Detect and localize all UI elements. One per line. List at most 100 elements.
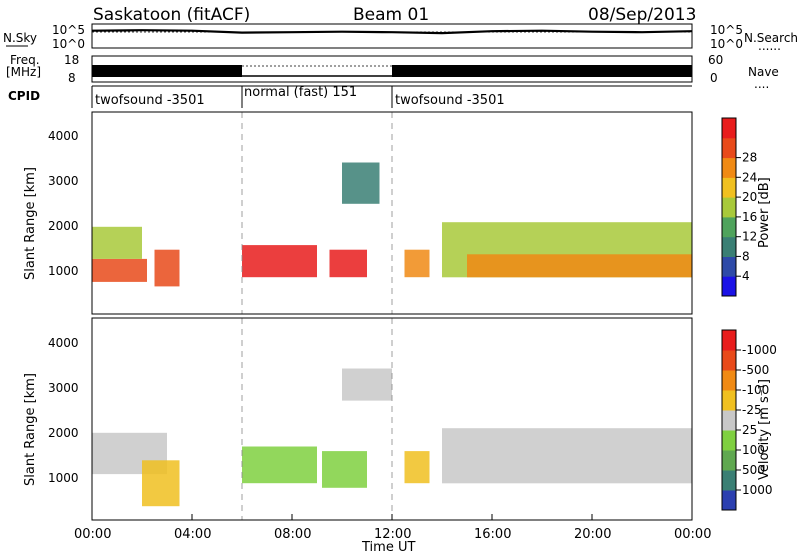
- power-region-1: [92, 258, 147, 282]
- freq-left-tick-top: 18: [64, 53, 79, 67]
- power-cbar-swatch-5: [722, 197, 736, 218]
- cpid-segment-3: twofsound -3501: [395, 93, 505, 108]
- velocity-region-5: [404, 451, 430, 484]
- velocity-cbar-tick-5: -25: [742, 403, 762, 417]
- frequency-band-segment-2: [392, 65, 692, 77]
- noise-right-tick-bottom: 10^0: [710, 37, 743, 51]
- noise-sky-label: N.Sky: [3, 31, 37, 45]
- power-cbar-swatch-1: [722, 276, 736, 297]
- power-region-3: [154, 249, 180, 287]
- power-cbar-tick-3: 12: [742, 230, 757, 244]
- power-ytick-4000: 4000: [48, 129, 79, 143]
- power-cbar-tick-4: 16: [742, 210, 757, 224]
- velocity-cbar-swatch-4: [722, 430, 736, 451]
- power-cbar-swatch-2: [722, 256, 736, 277]
- noise-left-tick-top: 10^5: [52, 23, 85, 37]
- cpid-label: CPID: [8, 89, 40, 103]
- power-data: [92, 162, 692, 287]
- velocity-cbar-swatch-2: [722, 470, 736, 491]
- velocity-region-2: [142, 460, 180, 507]
- x-tick-6: 20:00: [574, 527, 611, 542]
- power-region-5: [329, 249, 367, 278]
- velocity-cbar-tick-8: -1000: [742, 343, 777, 357]
- velocity-panel: 1000 2000 3000 4000 Slant Range [km]: [23, 317, 693, 521]
- freq-right-tick-bottom: 0: [710, 71, 718, 85]
- velocity-cbar-tick-2: 500: [742, 463, 765, 477]
- power-region-7: [404, 249, 430, 278]
- nave-label: Nave: [748, 65, 779, 79]
- x-tick-5: 16:00: [474, 527, 511, 542]
- velocity-cbar-tick-4: 25: [742, 423, 757, 437]
- velocity-region-3: [242, 446, 317, 484]
- velocity-ytick-4000: 4000: [48, 336, 79, 350]
- velocity-cbar-swatch-9: [722, 330, 736, 351]
- power-colorbar: 4 8 12 16 20 24 28 Power [dB]: [721, 117, 772, 297]
- noise-panel: N.Sky 10^5 10^0 10^5 10^0 N.Search .....…: [3, 23, 798, 53]
- velocity-cbar-swatch-8: [722, 350, 736, 371]
- power-cbar-swatch-4: [722, 216, 736, 238]
- power-cbar-tick-1: 4: [742, 269, 750, 283]
- freq-right-tick-top: 60: [708, 53, 723, 67]
- power-region-2: [92, 226, 142, 259]
- velocity-cbar-swatch-6: [722, 390, 736, 411]
- power-panel: 1000 2000 3000 4000 Slant Range [km]: [23, 111, 693, 315]
- velocity-region-7: [342, 368, 392, 401]
- power-region-9: [467, 254, 692, 278]
- freq-label-line2: [MHz]: [6, 65, 41, 79]
- velocity-ytick-3000: 3000: [48, 381, 79, 395]
- power-cbar-label: Power [dB]: [757, 177, 772, 248]
- x-tick-4: 12:00: [374, 527, 411, 542]
- x-tick-3: 08:00: [274, 527, 311, 542]
- date-label: 08/Sep/2013: [588, 5, 696, 25]
- beam-label: Beam 01: [353, 5, 429, 25]
- power-ytick-2000: 2000: [48, 219, 79, 233]
- chart-title: Saskatoon (fitACF): [93, 5, 250, 25]
- velocity-cbar-tick-1: 1000: [742, 483, 773, 497]
- velocity-ytick-1000: 1000: [48, 471, 79, 485]
- noise-search-key: ......: [758, 39, 781, 53]
- freq-label-line1: Freq.: [10, 53, 40, 67]
- velocity-cbar-label: Velocity [m s⁻¹]: [757, 379, 772, 480]
- velocity-cbar-swatch-3: [722, 450, 736, 471]
- power-cbar-tick-2: 8: [742, 249, 750, 263]
- power-ylabel: Slant Range [km]: [23, 167, 38, 280]
- power-ytick-1000: 1000: [48, 264, 79, 278]
- power-ytick-3000: 3000: [48, 174, 79, 188]
- velocity-cbar-swatch-7: [722, 370, 736, 391]
- x-axis-label: Time UT: [361, 540, 415, 554]
- velocity-colorbar: 1000 500 100 25 -25 -100 -500 -1000 Velocity [m…: [721, 329, 777, 511]
- velocity-cbar-tick-7: -500: [742, 363, 769, 377]
- power-cbar-swatch-7: [722, 157, 736, 178]
- velocity-region-6: [442, 428, 692, 484]
- velocity-cbar-tick-3: 100: [742, 443, 765, 457]
- velocity-ylabel: Slant Range [km]: [23, 373, 38, 486]
- power-cbar-swatch-6: [722, 177, 736, 198]
- x-tick-1: 00:00: [74, 527, 111, 542]
- x-axis: 00:00 04:00 08:00 12:00 16:00 20:00 00:00: [74, 514, 711, 542]
- noise-search-label: N.Search: [744, 31, 798, 45]
- nave-key: ....: [754, 77, 769, 91]
- velocity-cbar-tick-6: -100: [742, 383, 769, 397]
- noise-left-tick-bottom: 10^0: [52, 37, 85, 51]
- velocity-cbar-swatch-1: [722, 490, 736, 511]
- cpid-segment-2: normal (fast) 151: [244, 85, 357, 100]
- frequency-panel: Freq. [MHz] 18 8 60 0 Nave ....: [6, 53, 779, 91]
- power-region-4: [242, 245, 317, 278]
- velocity-cbar-swatch-5: [722, 410, 736, 431]
- power-cbar-tick-7: 28: [742, 151, 757, 165]
- noise-sky-series: [91, 29, 693, 35]
- x-tick-2: 04:00: [174, 527, 211, 542]
- freq-left-tick-bottom: 8: [68, 71, 76, 85]
- velocity-ytick-2000: 2000: [48, 426, 79, 440]
- noise-right-tick-top: 10^5: [710, 23, 743, 37]
- power-cbar-tick-5: 20: [742, 190, 757, 204]
- power-cbar-swatch-3: [722, 236, 736, 257]
- power-cbar-tick-6: 24: [742, 170, 757, 184]
- velocity-data: [92, 368, 692, 507]
- velocity-region-4: [322, 451, 367, 488]
- power-cbar-swatch-9: [722, 118, 736, 139]
- x-tick-7: 00:00: [674, 527, 711, 542]
- power-region-6: [342, 162, 380, 204]
- frequency-band-segment-1: [92, 65, 242, 77]
